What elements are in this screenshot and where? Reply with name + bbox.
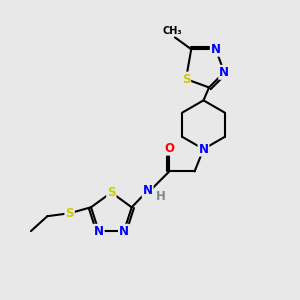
Text: CH₃: CH₃ xyxy=(163,26,182,36)
Text: S: S xyxy=(107,186,116,199)
Text: N: N xyxy=(142,184,153,197)
Text: N: N xyxy=(199,142,208,156)
Text: O: O xyxy=(164,142,174,155)
Text: S: S xyxy=(65,207,74,220)
Text: N: N xyxy=(94,225,104,238)
Text: N: N xyxy=(211,43,221,56)
Text: N: N xyxy=(219,66,229,79)
Text: H: H xyxy=(155,190,165,202)
Text: N: N xyxy=(119,225,129,238)
Text: S: S xyxy=(182,73,190,85)
